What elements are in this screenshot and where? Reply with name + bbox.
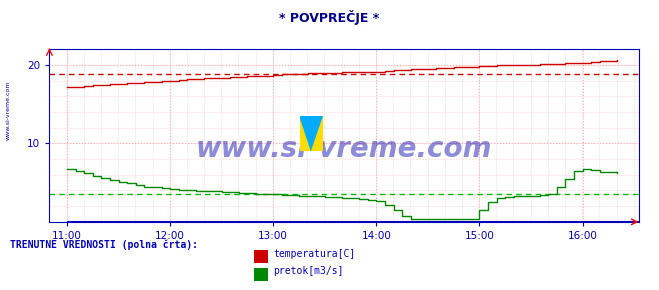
Text: www.si-vreme.com: www.si-vreme.com (196, 135, 492, 163)
Text: www.si-vreme.com: www.si-vreme.com (5, 80, 11, 140)
Polygon shape (312, 116, 323, 151)
Bar (300, 116, 312, 151)
Text: TRENUTNE VREDNOSTI (polna črta):: TRENUTNE VREDNOSTI (polna črta): (10, 239, 198, 250)
Text: * POVPREČJE *: * POVPREČJE * (279, 10, 380, 25)
Bar (312, 116, 323, 151)
Text: temperatura[C]: temperatura[C] (273, 249, 356, 259)
Text: pretok[m3/s]: pretok[m3/s] (273, 266, 344, 276)
Polygon shape (300, 116, 312, 151)
